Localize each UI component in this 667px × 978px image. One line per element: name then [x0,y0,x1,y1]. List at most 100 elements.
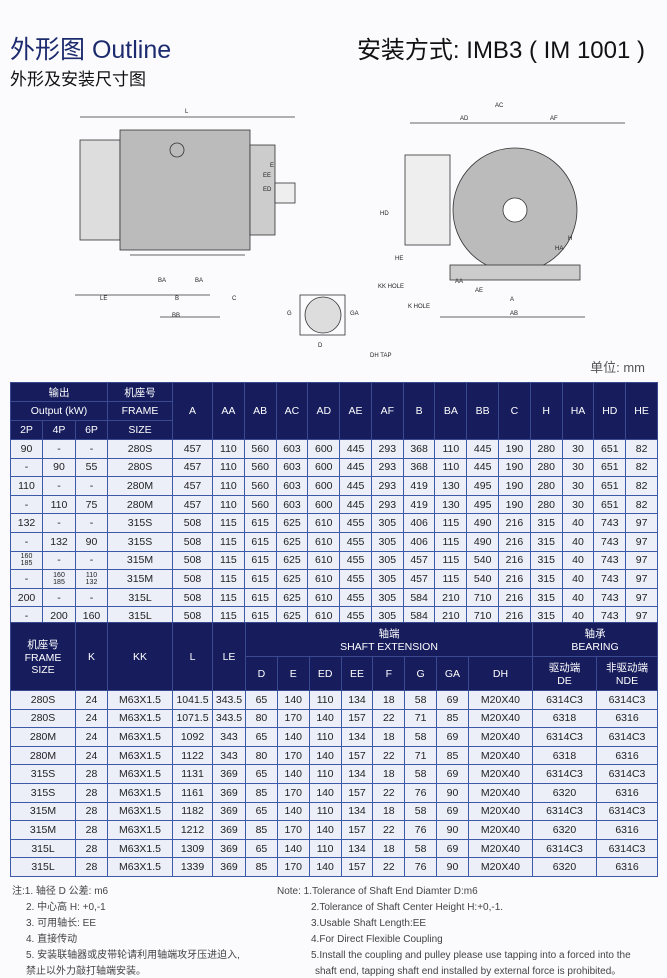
table-cell: 315L [10,857,76,877]
table-cell: 1071.5 [172,708,213,729]
dim-label: AC [495,103,504,109]
size-label: SIZE [107,420,174,440]
table-cell: 280S [10,690,76,710]
table-cell: 82 [625,457,658,478]
table-cell: 157 [340,820,374,840]
page-subtitle: 外形及安装尺寸图 [10,70,146,89]
table-cell: 22 [372,708,406,729]
table-cell: 305 [370,587,404,608]
table-cell: 445 [466,457,500,478]
table-cell: - [42,550,76,571]
col-header: AA [212,382,245,440]
table-cell: M20X40 [467,745,533,766]
dim-label: LE [100,296,107,302]
table-cell: 140 [308,782,342,803]
table-cell: 40 [561,531,595,552]
table-cell: 615 [243,513,277,533]
table-cell: 110 [42,494,76,515]
table-cell: 55 [74,457,109,478]
table-cell: 115 [434,550,468,571]
table-cell: 1131 [172,764,213,784]
table-cell: 419 [402,476,436,496]
note-line: 3. 可用轴长: EE [26,918,97,929]
table-cell: 455 [339,550,372,571]
table-cell: 110 132 [74,569,109,589]
table-cell: 40 [561,513,595,533]
note-line: Note: 1.Tolerance of Shaft End Diamter D… [277,886,478,897]
table-row: 280S 24 M63X1.5 1041.5 343.5 65 140 110 134 18 58 6… [10,690,659,710]
table-cell: 560 [243,476,277,496]
col-header: BA [434,382,468,440]
table-cell: 40 [561,550,595,571]
table-cell: 315 [529,606,563,626]
table-cell: 40 [561,569,595,589]
table-cell: 293 [370,439,404,459]
pole-header: 2P [10,420,43,440]
table-cell: 445 [339,457,372,478]
table-cell: 495 [466,476,500,496]
table-cell: 651 [593,494,627,515]
pole-header: 6P [74,420,109,440]
table-cell: 58 [404,690,438,710]
shaft-section [299,294,346,336]
table-cell: 134 [340,838,374,859]
frame-cn: 机座号 [107,382,174,402]
table-cell: M20X40 [467,690,533,710]
table-cell: 368 [402,457,436,478]
note-line: shaft end, tapping shaft end installed b… [315,966,622,977]
table-cell: - [10,457,43,478]
table-cell: 315S [107,531,174,552]
note-line: 5. 安装联轴器或皮带轮请利用轴端攻牙压进迫入, [26,950,240,961]
table-cell: - [74,476,109,496]
table-cell: - [42,587,76,608]
table-cell: 157 [340,857,374,877]
output-en: Output (kW) [9,401,109,421]
dim-label: D [318,343,323,349]
table-cell: 615 [243,550,277,571]
table-cell: 65 [245,764,278,784]
table-row: 315S 28 M63X1.5 1161 369 85 170 140 157 22 76 90 M20… [10,782,659,803]
table-cell: 280S [107,457,174,478]
table-cell: 216 [498,513,531,533]
table-cell: 75 [74,494,109,515]
col-header: F [372,656,406,691]
table-cell: M63X1.5 [107,745,173,766]
table-cell: 343 [212,745,246,766]
table-cell: 110 [434,457,468,478]
table-cell: 508 [172,606,214,626]
outline-drawing: L E EE ED BA BA LE B C BB G D GA DH TAP … [75,103,625,359]
table-cell: 115 [212,569,245,589]
note-line: 4.For Direct Flexible Coupling [311,934,443,945]
table-cell: - [74,550,109,571]
table-cell: 140 [308,857,342,877]
table-cell: 6320 [531,820,597,840]
table-cell: 315 [529,587,563,608]
table-cell: 1339 [172,857,213,877]
table-cell: - [42,476,76,496]
table-cell: 419 [402,494,436,515]
col-header: EE [340,656,374,691]
table-cell: 651 [593,476,627,496]
dim-label: AA [455,279,463,285]
table-cell: 508 [172,569,214,589]
table-cell: 369 [212,801,246,822]
table-cell: 110 [308,801,342,822]
table-cell: 58 [404,764,438,784]
table-cell: 457 [402,550,436,571]
table-cell: 82 [625,476,658,496]
table-cell: 743 [593,569,627,589]
note-line: 4. 直接传动 [26,934,78,945]
table-cell: 560 [243,457,277,478]
col-header: B [402,382,436,440]
table-cell: 30 [561,476,595,496]
table-cell: 134 [340,764,374,784]
table-cell: 140 [276,690,310,710]
table-cell: 28 [75,764,108,784]
table-cell: 97 [625,513,658,533]
table-cell: 280 [529,494,563,515]
table-cell: 40 [561,606,595,626]
table-cell: 508 [172,550,214,571]
table-cell: 280S [10,708,76,729]
table-cell: 90 [74,531,109,552]
table-cell: 280 [529,439,563,459]
